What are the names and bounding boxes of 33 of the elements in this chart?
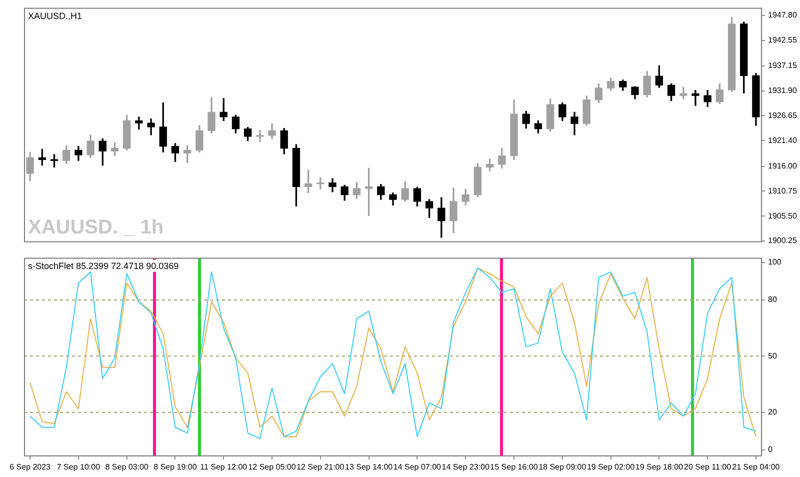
x-tick-label: 18 Sep 09:00 xyxy=(538,462,587,472)
chart-title: s-StochFlet 85.2399 72.4718 90.0369 xyxy=(28,260,179,271)
x-tick-label: 14 Sep 23:00 xyxy=(442,462,490,472)
y-tick-label: 1916.00 xyxy=(768,161,798,170)
x-tick-label: 19 Sep 02:00 xyxy=(586,462,636,472)
x-tick-label: 12 Sep 21:00 xyxy=(296,462,345,472)
x-tick-label: 8 Sep 19:00 xyxy=(154,462,198,472)
y-tick-label: 1910.75 xyxy=(768,186,798,196)
y-tick-label: 1926.65 xyxy=(768,110,798,120)
y-tick-label: 0 xyxy=(768,445,773,454)
x-tick-label: 15 Sep 16:00 xyxy=(490,462,538,472)
y-tick-label: 80 xyxy=(768,295,778,304)
x-tick-label: 7 Sep 10:00 xyxy=(56,462,101,472)
y-tick-label: 1942.55 xyxy=(768,36,798,45)
chart-title: XAUUSD.,H1 xyxy=(28,10,82,21)
x-tick-label: 19 Sep 18:00 xyxy=(635,462,684,472)
x-tick-label: 6 Sep 2023 xyxy=(10,462,52,472)
y-tick-label: 1905.50 xyxy=(768,211,798,220)
y-tick-label: 1947.80 xyxy=(768,10,798,20)
x-tick-label: 21 Sep 04:00 xyxy=(732,462,780,472)
x-tick-label: 14 Sep 07:00 xyxy=(393,462,442,472)
y-tick-label: 20 xyxy=(768,408,778,417)
y-tick-label: 1900.25 xyxy=(768,236,798,246)
x-tick-label: 11 Sep 12:00 xyxy=(200,462,248,472)
x-tick-label: 13 Sep 14:00 xyxy=(345,462,394,472)
x-tick-label: 8 Sep 03:00 xyxy=(105,462,149,472)
x-tick-label: 12 Sep 05:00 xyxy=(248,462,296,472)
x-tick-label: 20 Sep 11:00 xyxy=(684,462,732,472)
y-tick-label: 1931.90 xyxy=(768,86,798,96)
y-tick-label: 50 xyxy=(768,351,778,360)
y-tick-label: 1937.15 xyxy=(768,61,798,70)
y-tick-label: 100 xyxy=(768,258,782,267)
y-tick-label: 1921.40 xyxy=(768,136,798,145)
